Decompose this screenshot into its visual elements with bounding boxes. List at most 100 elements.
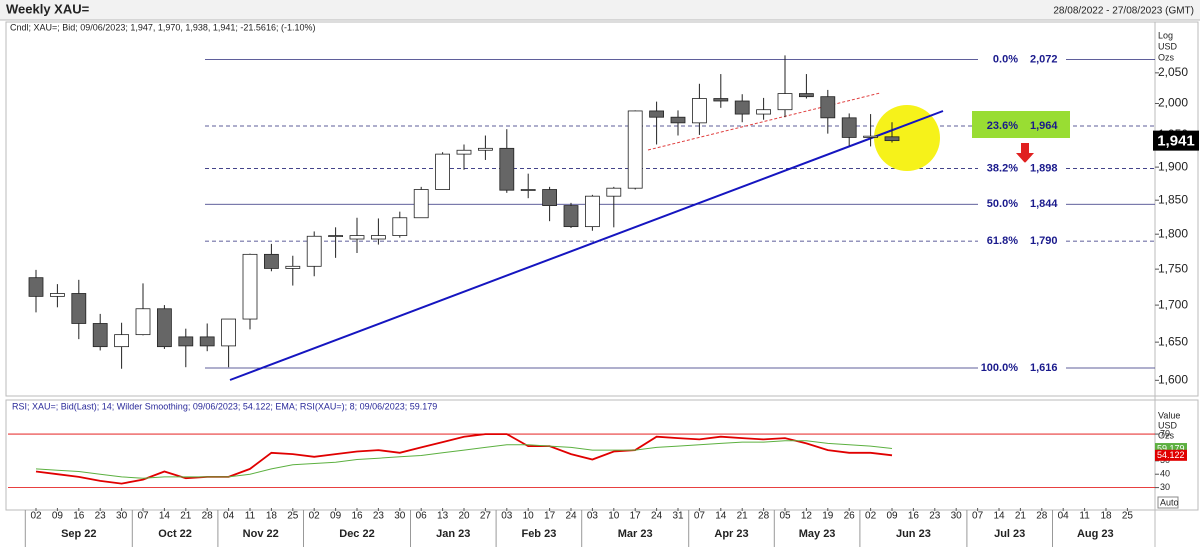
fib-ratio: 50.0% xyxy=(987,198,1018,210)
fib-label-bg xyxy=(978,235,1066,248)
x-tick-label: 14 xyxy=(993,511,1005,522)
x-tick-label: 07 xyxy=(972,511,984,522)
x-tick-label: 21 xyxy=(737,511,749,522)
axis-unit: USD xyxy=(1158,420,1178,430)
candle-body xyxy=(135,308,151,336)
candle-body xyxy=(713,98,729,102)
fib-label-bg xyxy=(978,162,1066,175)
x-tick-label: 16 xyxy=(908,511,920,522)
axis-unit: USD xyxy=(1158,41,1178,51)
candle-body xyxy=(606,187,622,197)
candle-body xyxy=(820,96,836,119)
x-tick-label: 17 xyxy=(630,511,642,522)
rsi-panel xyxy=(5,399,1199,511)
last-price-label: 1,941 xyxy=(1157,133,1195,150)
x-tick-label: 09 xyxy=(886,511,898,522)
candle-body xyxy=(306,235,322,267)
candle-body xyxy=(756,109,771,115)
axis-unit: Value xyxy=(1158,410,1180,420)
candle-body xyxy=(456,149,472,155)
last-value-label: 59.179 xyxy=(1157,443,1185,453)
candle-body xyxy=(328,235,344,237)
x-tick-label: 28 xyxy=(202,511,214,522)
down-arrow xyxy=(1016,143,1034,163)
x-tick-label: 21 xyxy=(1015,511,1027,522)
candle-body xyxy=(477,147,493,151)
y-tick-label: 1,900 xyxy=(1158,159,1188,173)
x-tick-label: 30 xyxy=(951,511,963,522)
y-tick-label: 2,000 xyxy=(1158,96,1188,110)
fib-value: 1,844 xyxy=(1030,198,1058,210)
x-tick-label: 03 xyxy=(501,511,513,522)
last-value-badge xyxy=(1155,443,1187,455)
candle-body xyxy=(863,135,878,138)
candle-body xyxy=(734,100,750,115)
chart-title: Weekly XAU= xyxy=(6,1,90,16)
y-tick-label: 2,050 xyxy=(1158,65,1188,79)
highlight-box xyxy=(972,111,1070,138)
candle-body xyxy=(199,336,215,347)
month-label: Jun 23 xyxy=(896,528,931,540)
axis-unit: Ozs xyxy=(1158,430,1175,440)
candle-body xyxy=(285,265,301,269)
fib-ratio: 100.0% xyxy=(981,362,1019,374)
x-tick-label: 02 xyxy=(865,511,877,522)
auto-box xyxy=(1157,496,1179,509)
y-tick-label: 1,750 xyxy=(1158,261,1188,275)
candle-body xyxy=(349,235,365,240)
candle-body xyxy=(777,93,793,111)
month-label: Jan 23 xyxy=(436,528,470,540)
x-tick-label: 30 xyxy=(116,511,128,522)
x-tick-label: 11 xyxy=(245,511,256,522)
x-tick-label: 12 xyxy=(801,511,813,522)
x-tick-label: 14 xyxy=(159,511,171,522)
candle-body xyxy=(799,93,814,98)
axis-unit: Ozs xyxy=(1158,52,1175,62)
x-tick-label: 06 xyxy=(416,511,428,522)
x-tick-label: 07 xyxy=(137,511,149,522)
candle-body xyxy=(884,136,900,142)
month-label: Oct 22 xyxy=(158,528,192,540)
x-tick-label: 03 xyxy=(587,511,599,522)
auto-label: Auto xyxy=(1160,497,1179,507)
fib-value: 1,898 xyxy=(1030,162,1058,174)
candle-body xyxy=(563,205,579,228)
x-tick-label: 19 xyxy=(822,511,834,522)
fib-label-bg xyxy=(978,198,1066,211)
fib-value: 1,964 xyxy=(1030,120,1058,132)
y-tick-label: 1,650 xyxy=(1158,334,1188,348)
x-tick-label: 02 xyxy=(309,511,321,522)
x-tick-label: 27 xyxy=(480,511,492,522)
x-tick-label: 25 xyxy=(1122,511,1134,522)
y-tick-label: 1,850 xyxy=(1158,192,1188,206)
x-tick-label: 21 xyxy=(180,511,192,522)
x-tick-label: 25 xyxy=(287,511,299,522)
candle-body xyxy=(435,153,451,190)
month-label: Dec 22 xyxy=(339,528,374,540)
rsi-line xyxy=(35,440,893,479)
month-label: Apr 23 xyxy=(714,528,748,540)
y-tick-label: 1,700 xyxy=(1158,297,1188,311)
month-label: Nov 22 xyxy=(243,528,279,540)
x-tick-label: 23 xyxy=(929,511,941,522)
x-tick-label: 09 xyxy=(52,511,64,522)
trend-line xyxy=(229,110,944,381)
fib-ratio: 61.8% xyxy=(987,235,1018,247)
axis-unit: Log xyxy=(1158,30,1173,40)
x-tick-label: 24 xyxy=(565,511,577,522)
x-tick-label: 20 xyxy=(458,511,470,522)
price-legend: Cndl; XAU=; Bid; 09/06/2023; 1,947, 1,97… xyxy=(10,22,315,32)
candle-body xyxy=(692,98,707,124)
y-tick-label: 30 xyxy=(1160,482,1170,492)
fib-value: 2,072 xyxy=(1030,54,1058,66)
last-value-badge xyxy=(1155,449,1187,461)
candle-body xyxy=(242,253,258,320)
date-range: 28/08/2022 - 27/08/2023 (GMT) xyxy=(1053,6,1194,17)
x-tick-label: 14 xyxy=(715,511,727,522)
candle-body xyxy=(627,110,643,189)
candle-body xyxy=(649,110,664,118)
fib-ratio: 0.0% xyxy=(993,54,1018,66)
candle-body xyxy=(520,189,536,191)
